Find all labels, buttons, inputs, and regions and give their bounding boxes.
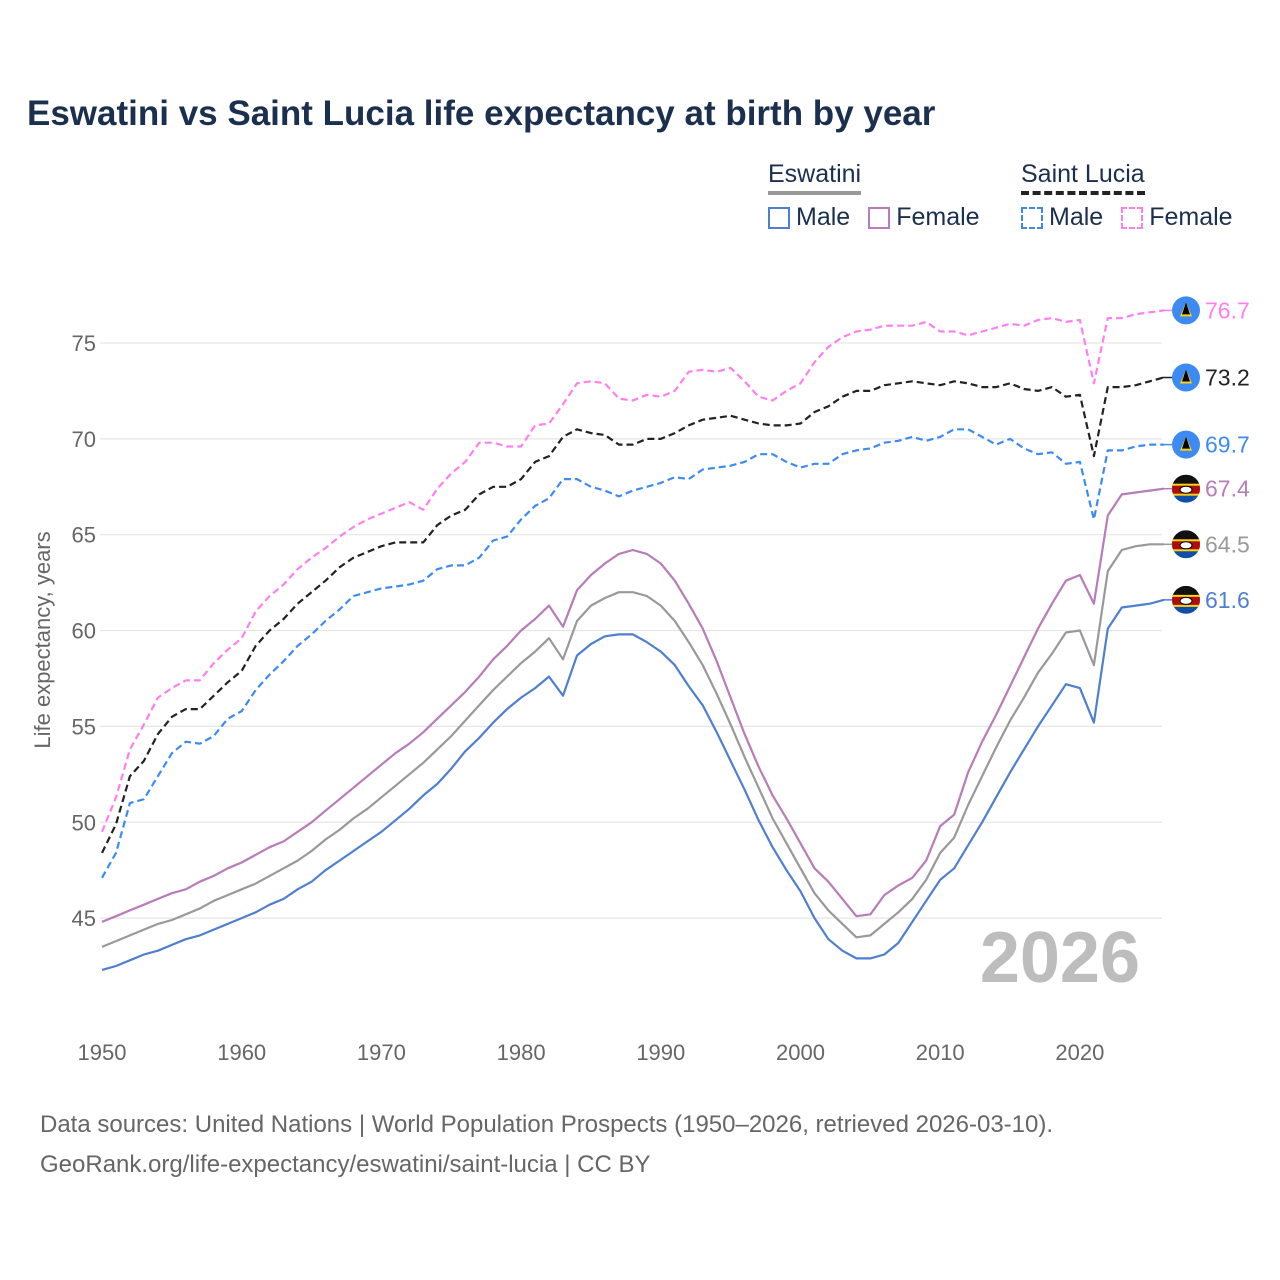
- x-tick-label: 2000: [776, 1040, 825, 1065]
- saint-lucia-flag-icon: [1172, 430, 1200, 459]
- end-value-label: 67.4: [1205, 476, 1250, 502]
- legend-country-eswatini: Eswatini: [768, 160, 862, 195]
- eswatini-flag-icon: [1172, 585, 1200, 614]
- series-line-saint-lucia-female: [100, 309, 1164, 833]
- flag-body: [1172, 474, 1200, 503]
- y-tick-label: 75: [72, 331, 96, 356]
- legend-label: Male: [796, 203, 851, 231]
- y-tick-label: 70: [72, 427, 96, 452]
- chart-title: Eswatini vs Saint Lucia life expectancy …: [27, 94, 936, 133]
- legend-swatch: [1021, 206, 1043, 229]
- x-tick-label: 1980: [497, 1040, 546, 1065]
- end-value-label: 61.6: [1205, 587, 1250, 613]
- footer: Data sources: United Nations | World Pop…: [40, 1105, 1053, 1185]
- footer-url[interactable]: GeoRank.org/life-expectancy/eswatini/sai…: [40, 1151, 651, 1178]
- legend-item-saint-lucia-male[interactable]: Male: [1021, 203, 1103, 232]
- end-value-label: 64.5: [1205, 531, 1250, 557]
- flag-stripe: [1172, 585, 1200, 596]
- flag-stripe: [1172, 530, 1200, 541]
- series-line-saint-lucia: [101, 376, 1164, 854]
- legend-swatch: [1121, 206, 1144, 229]
- y-axis-label: Life expectancy, years: [30, 531, 55, 748]
- legend-label: Female: [896, 203, 980, 231]
- year-watermark: 2026: [980, 918, 1140, 998]
- series-line-eswatini-female: [101, 487, 1164, 923]
- flag-stripe: [1172, 474, 1200, 485]
- end-value-label: 73.2: [1205, 365, 1250, 391]
- x-tick-label: 1950: [78, 1040, 127, 1065]
- x-tick-label: 1970: [357, 1040, 406, 1065]
- y-tick-label: 60: [72, 619, 96, 644]
- y-tick-label: 55: [72, 714, 96, 739]
- legend-label: Female: [1149, 203, 1233, 231]
- footer-sources: Data sources: United Nations | World Pop…: [40, 1111, 1054, 1138]
- flag-body: [1172, 585, 1200, 614]
- flag-shield: [1179, 596, 1193, 605]
- saint-lucia-flag-icon: [1172, 296, 1200, 325]
- series-line-eswatini-male: [101, 598, 1164, 971]
- flag-body: [1172, 530, 1200, 559]
- legend-saint-lucia: Saint Lucia Male Female: [1021, 160, 1233, 232]
- x-tick-label: 1990: [636, 1040, 685, 1065]
- legend-label: Male: [1049, 203, 1104, 231]
- eswatini-flag-icon: [1172, 474, 1200, 503]
- x-tick-label: 1960: [217, 1040, 266, 1065]
- legend-country-saint-lucia: Saint Lucia: [1021, 160, 1145, 195]
- flag-triangle-black: [1182, 436, 1190, 449]
- flag-triangle-black: [1182, 302, 1190, 315]
- x-tick-label: 2010: [916, 1040, 965, 1065]
- flag-shield: [1179, 485, 1193, 494]
- legend-swatch: [768, 206, 790, 229]
- y-tick-label: 45: [72, 906, 96, 931]
- end-value-label: 76.7: [1205, 297, 1250, 323]
- legend-item-eswatini-female[interactable]: Female: [868, 203, 980, 232]
- series-line-saint-lucia-male: [101, 428, 1164, 879]
- y-tick-label: 50: [72, 810, 96, 835]
- legend-eswatini: Eswatini Male Female: [768, 160, 980, 232]
- legend-item-saint-lucia-female[interactable]: Female: [1121, 203, 1233, 232]
- flag-shield: [1179, 541, 1193, 550]
- eswatini-flag-icon: [1172, 530, 1200, 559]
- saint-lucia-flag-icon: [1172, 363, 1200, 392]
- legend-swatch: [868, 206, 891, 229]
- flag-triangle-black: [1182, 369, 1190, 382]
- end-value-label: 69.7: [1205, 432, 1250, 458]
- legend-item-eswatini-male[interactable]: Male: [768, 203, 850, 232]
- x-tick-label: 2020: [1055, 1040, 1104, 1065]
- series-line-eswatini: [101, 543, 1164, 948]
- y-tick-label: 65: [72, 523, 96, 548]
